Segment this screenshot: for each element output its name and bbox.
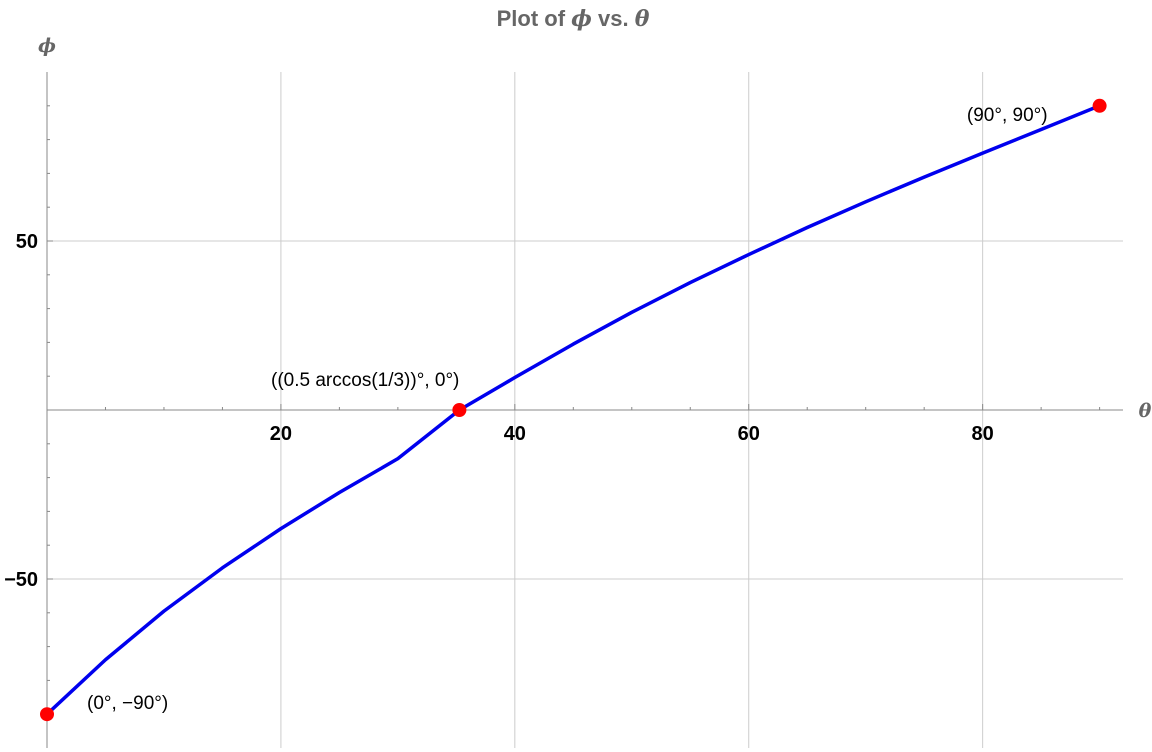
data-point: [452, 403, 467, 417]
x-tick-label: 40: [504, 423, 526, 445]
x-tick-label: 60: [738, 423, 760, 445]
y-tick-label: 50: [16, 231, 38, 253]
series-line: [45, 104, 1102, 716]
series-layer: [45, 104, 1102, 716]
y-tick-label: −50: [4, 569, 38, 591]
x-tick-label: 80: [972, 423, 994, 445]
data-point: [1092, 98, 1107, 113]
x-axis-label: θ: [1139, 400, 1152, 422]
ticks: 20 40 60 80 −50 50: [4, 105, 1101, 715]
y-axis-label: ϕ: [38, 35, 56, 57]
point-annotation: (0°, −90°): [87, 693, 168, 714]
points-layer: (0°, −90°) ((0.5 arccos(1/3))°, 0°) (90°, …: [40, 98, 1107, 722]
data-point: [40, 707, 54, 722]
chart-title: Plot of ϕ vs. θ: [497, 6, 650, 32]
axes: [46, 72, 1123, 748]
point-annotation: ((0.5 arccos(1/3))°, 0°): [271, 370, 459, 391]
x-tick-label: 20: [270, 423, 292, 445]
point-annotation: (90°, 90°): [967, 105, 1048, 126]
